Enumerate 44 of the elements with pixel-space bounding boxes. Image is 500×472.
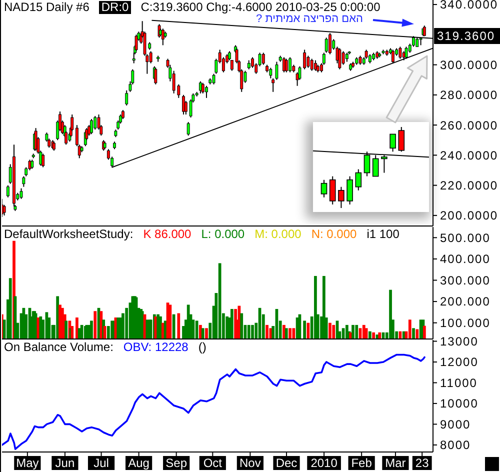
annotation: i1 100 xyxy=(366,227,400,241)
x-tick-label: Aug xyxy=(128,456,150,470)
x-tick-label: Jul xyxy=(94,456,109,470)
x-tick-label: 2010 xyxy=(310,456,338,470)
y-tick-label: 200.000 xyxy=(440,294,490,309)
annotation: N: 0.000 xyxy=(311,227,357,241)
y-tick-label: 300.000 xyxy=(440,273,490,288)
x-tick-label: Jun xyxy=(55,456,75,470)
x-tick-label: May xyxy=(16,456,39,470)
y-tick-label: 13000 xyxy=(440,334,478,348)
x-tick-label: Dec xyxy=(276,456,298,470)
text: OBV: 12228 xyxy=(123,340,188,354)
y-tick-label: 12000 xyxy=(440,355,478,370)
y-tick-label: 300.0000 xyxy=(440,58,498,72)
y-tick-label: 260.0000 xyxy=(440,118,498,132)
y-tick-label: 400.000 xyxy=(440,252,490,266)
y-tick-label: 9000 xyxy=(440,417,471,432)
text: 319.3600 xyxy=(437,28,496,43)
y-tick-label: 10000 xyxy=(440,396,478,411)
x-tick-label: Feb xyxy=(351,456,372,470)
annotation: K 86.000 xyxy=(143,227,192,241)
x-tick-label: Nov xyxy=(240,456,261,470)
y-tick-label: 500.000 xyxy=(440,230,490,245)
annotation: M: 0.000 xyxy=(254,227,302,241)
chart-title: DefaultWorksheetStudy: xyxy=(4,227,134,241)
x-tick-label: Oct xyxy=(203,456,223,470)
y-tick-label: 11000 xyxy=(440,376,478,390)
chart-title: NAD15 Daily #6 xyxy=(4,0,90,14)
chart-subtitle: DR:0 xyxy=(99,0,131,14)
annotation: () xyxy=(198,340,206,354)
y-tick-label: 240.0000 xyxy=(440,148,498,162)
y-tick-label: 280.0000 xyxy=(440,88,498,102)
annotation: האם הפריצה אמיתית ? xyxy=(256,13,363,25)
annotation: L: 0.000 xyxy=(201,227,245,241)
y-tick-label: 220.0000 xyxy=(440,178,498,193)
x-tick-label: Sep xyxy=(166,456,188,470)
y-tick-label: 100.000 xyxy=(440,316,490,330)
chart-title: On Balance Volume: xyxy=(4,340,114,354)
y-tick-label: 340.0000 xyxy=(440,0,498,12)
y-tick-label: 200.0000 xyxy=(440,208,498,223)
x-tick-label: Mar xyxy=(385,456,406,470)
annotation: C:319.3600 Chg:-4.6000 2010-03-25 0:00:00 xyxy=(140,0,380,14)
y-tick-label: 8000 xyxy=(440,438,471,452)
x-tick-label: 23 xyxy=(415,456,430,470)
